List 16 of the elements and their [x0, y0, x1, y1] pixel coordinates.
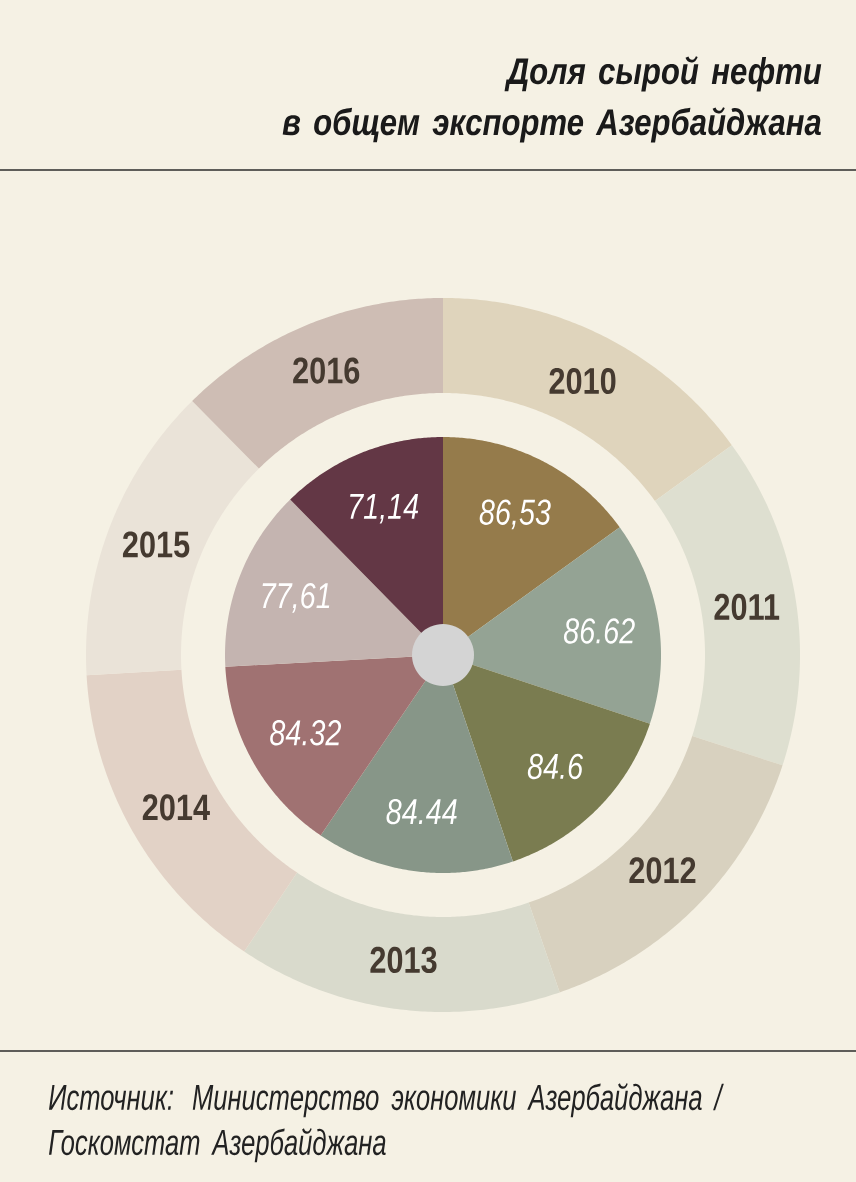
data-label: 84.44: [386, 798, 457, 825]
slice-label: 2016: [293, 357, 360, 384]
chart-title: Доля сырой нефти в общем экспорте Азербайджана: [282, 56, 822, 143]
data-label: 84.6: [527, 753, 584, 780]
data-label: 86.62: [563, 618, 635, 644]
slice-label: 2011: [714, 593, 780, 620]
slice-label: 2014: [142, 794, 210, 821]
slice-label: 2015: [122, 531, 190, 558]
slice-label: 2010: [549, 367, 616, 395]
text: Источник: Министерство экономики Азербайджана / Госкомстат Азербайджана: [48, 1083, 724, 1163]
data-label: 84.32: [270, 720, 342, 746]
slice-label: 2012: [629, 857, 696, 884]
slice-label: 2013: [370, 946, 437, 974]
data-label: 86,53: [479, 499, 551, 530]
data-label: 77,61: [262, 582, 330, 613]
data-label: 71,14: [350, 494, 419, 524]
